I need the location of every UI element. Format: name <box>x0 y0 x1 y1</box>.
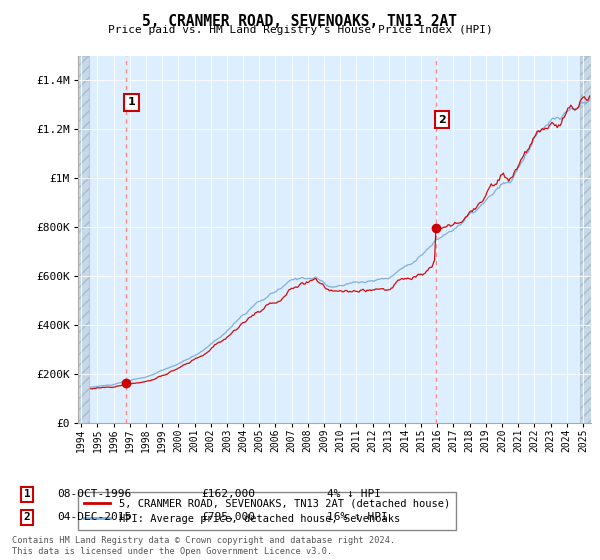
Bar <box>78 56 89 423</box>
Text: Price paid vs. HM Land Registry's House Price Index (HPI): Price paid vs. HM Land Registry's House … <box>107 25 493 35</box>
Text: 08-OCT-1996: 08-OCT-1996 <box>57 489 131 500</box>
Bar <box>580 56 591 423</box>
Text: 5, CRANMER ROAD, SEVENOAKS, TN13 2AT: 5, CRANMER ROAD, SEVENOAKS, TN13 2AT <box>143 14 458 29</box>
Text: 1: 1 <box>128 97 136 108</box>
Text: 2: 2 <box>23 512 31 522</box>
Legend: 5, CRANMER ROAD, SEVENOAKS, TN13 2AT (detached house), HPI: Average price, detac: 5, CRANMER ROAD, SEVENOAKS, TN13 2AT (de… <box>78 492 456 530</box>
Text: £795,000: £795,000 <box>201 512 255 522</box>
Text: £162,000: £162,000 <box>201 489 255 500</box>
Text: Contains HM Land Registry data © Crown copyright and database right 2024.
This d: Contains HM Land Registry data © Crown c… <box>12 536 395 556</box>
Text: 16% ↑ HPI: 16% ↑ HPI <box>327 512 388 522</box>
Text: 04-DEC-2015: 04-DEC-2015 <box>57 512 131 522</box>
Text: 4% ↓ HPI: 4% ↓ HPI <box>327 489 381 500</box>
Text: 2: 2 <box>438 115 446 124</box>
Text: 1: 1 <box>23 489 31 500</box>
